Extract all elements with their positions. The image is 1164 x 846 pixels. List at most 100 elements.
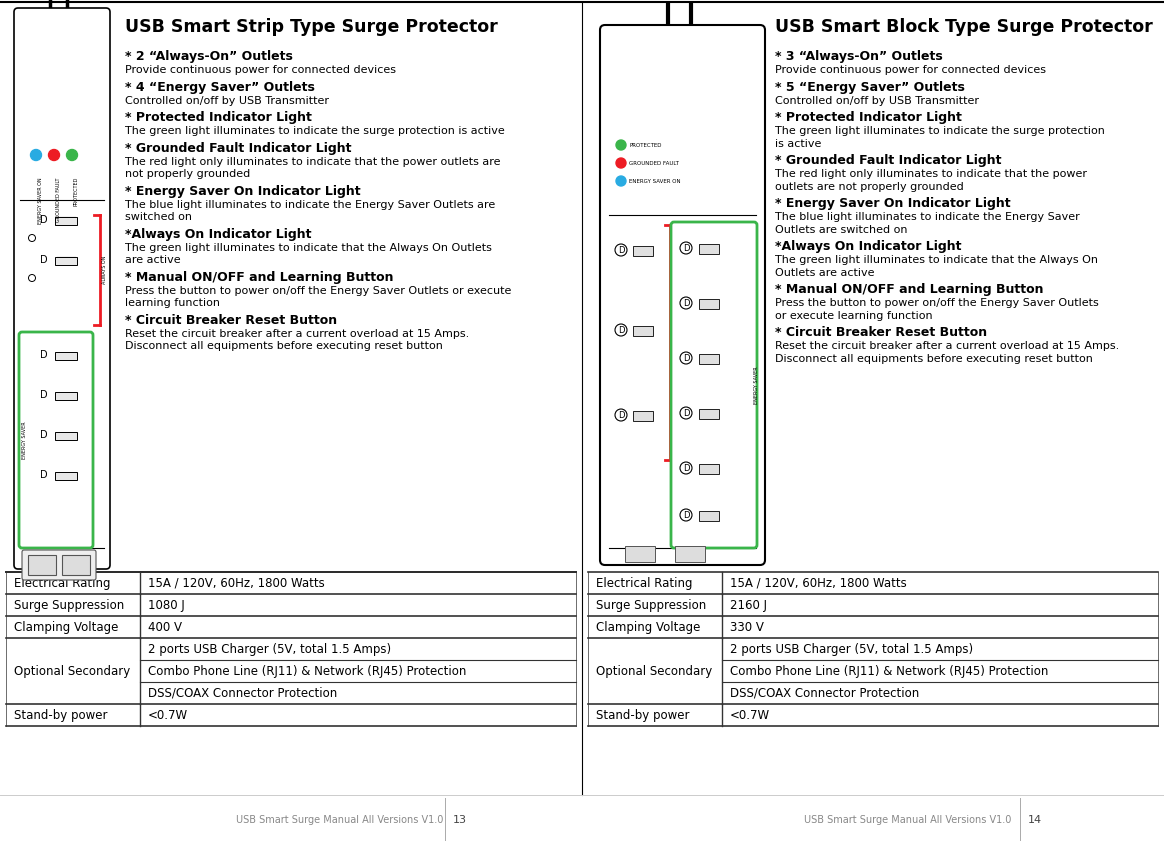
Text: * Energy Saver On Indicator Light: * Energy Saver On Indicator Light — [125, 184, 361, 197]
Text: Provide continuous power for connected devices: Provide continuous power for connected d… — [775, 65, 1046, 75]
Text: PROTECTED: PROTECTED — [73, 177, 78, 206]
Text: * 2 “Always-On” Outlets: * 2 “Always-On” Outlets — [125, 50, 293, 63]
Text: D: D — [41, 255, 48, 265]
Text: DSS/COAX Connector Protection: DSS/COAX Connector Protection — [730, 686, 920, 700]
Text: is active: is active — [775, 139, 822, 149]
Text: * Grounded Fault Indicator Light: * Grounded Fault Indicator Light — [775, 154, 1001, 167]
Text: D: D — [683, 409, 689, 417]
Text: 15A / 120V, 60Hz, 1800 Watts: 15A / 120V, 60Hz, 1800 Watts — [148, 576, 325, 590]
Text: not properly grounded: not properly grounded — [125, 169, 250, 179]
Text: GROUNDED FAULT: GROUNDED FAULT — [56, 177, 61, 222]
Text: The blue light illuminates to indicate the Energy Saver Outlets are: The blue light illuminates to indicate t… — [125, 200, 495, 210]
Bar — [625, 546, 655, 562]
Text: D: D — [41, 430, 48, 440]
Text: Provide continuous power for connected devices: Provide continuous power for connected d… — [125, 65, 396, 75]
Text: * Protected Indicator Light: * Protected Indicator Light — [125, 111, 312, 124]
Text: USB Smart Strip Type Surge Protector: USB Smart Strip Type Surge Protector — [125, 18, 498, 36]
Text: *Always On Indicator Light: *Always On Indicator Light — [775, 240, 961, 253]
Bar — [55, 217, 77, 225]
Text: D: D — [618, 326, 624, 334]
FancyBboxPatch shape — [599, 25, 765, 565]
Text: 2 ports USB Charger (5V, total 1.5 Amps): 2 ports USB Charger (5V, total 1.5 Amps) — [730, 642, 973, 656]
Text: The green light illuminates to indicate the surge protection is active: The green light illuminates to indicate … — [125, 126, 505, 136]
Text: * Grounded Fault Indicator Light: * Grounded Fault Indicator Light — [125, 141, 352, 155]
Bar — [55, 432, 77, 440]
Bar — [633, 411, 653, 421]
Text: Surge Suppression: Surge Suppression — [596, 598, 707, 612]
Text: outlets are not properly grounded: outlets are not properly grounded — [775, 182, 964, 191]
Text: ALWAYS ON: ALWAYS ON — [101, 255, 106, 284]
Text: <0.7W: <0.7W — [148, 708, 189, 722]
Text: ENERGY SAVER ON: ENERGY SAVER ON — [629, 179, 681, 184]
Text: Disconnect all equipments before executing reset button: Disconnect all equipments before executi… — [125, 341, 442, 351]
Bar — [700, 299, 719, 309]
Text: D: D — [683, 299, 689, 307]
Text: ENERGY SAVER: ENERGY SAVER — [21, 421, 27, 459]
Bar — [633, 246, 653, 256]
Text: *Always On Indicator Light: *Always On Indicator Light — [125, 228, 312, 240]
Circle shape — [616, 176, 626, 186]
FancyBboxPatch shape — [19, 332, 93, 548]
Text: learning function: learning function — [125, 298, 220, 308]
Text: The green light illuminates to indicate the surge protection: The green light illuminates to indicate … — [775, 126, 1105, 136]
Text: USB Smart Surge Manual All Versions V1.0: USB Smart Surge Manual All Versions V1.0 — [236, 815, 443, 825]
Text: * Circuit Breaker Reset Button: * Circuit Breaker Reset Button — [775, 326, 987, 339]
Bar — [55, 257, 77, 265]
Text: USB CHARGER: USB CHARGER — [41, 554, 73, 558]
Bar — [700, 409, 719, 419]
Text: Reset the circuit breaker after a current overload at 15 Amps.: Reset the circuit breaker after a curren… — [775, 341, 1120, 351]
Text: ALWAYS ON: ALWAYS ON — [673, 328, 677, 357]
Bar — [675, 546, 705, 562]
Text: Electrical Rating: Electrical Rating — [14, 576, 111, 590]
Text: The red light only illuminates to indicate that the power outlets are: The red light only illuminates to indica… — [125, 157, 501, 167]
Bar — [700, 244, 719, 254]
Text: Outlets are switched on: Outlets are switched on — [775, 224, 908, 234]
Text: * 5 “Energy Saver” Outlets: * 5 “Energy Saver” Outlets — [775, 80, 965, 94]
Text: Reset the circuit breaker after a current overload at 15 Amps.: Reset the circuit breaker after a curren… — [125, 328, 469, 338]
Circle shape — [30, 150, 42, 161]
Text: Surge Suppression: Surge Suppression — [14, 598, 125, 612]
Text: Optional Secondary: Optional Secondary — [14, 664, 130, 678]
Bar — [62, 555, 90, 575]
Text: <0.7W: <0.7W — [730, 708, 771, 722]
Text: or execute learning function: or execute learning function — [775, 310, 932, 321]
Text: 400 V: 400 V — [148, 620, 182, 634]
Text: The blue light illuminates to indicate the Energy Saver: The blue light illuminates to indicate t… — [775, 212, 1080, 222]
Text: Controlled on/off by USB Transmitter: Controlled on/off by USB Transmitter — [775, 96, 979, 106]
Text: D: D — [683, 244, 689, 252]
Bar — [55, 472, 77, 480]
Text: ENERGY SAVER ON: ENERGY SAVER ON — [37, 177, 43, 223]
Text: Optional Secondary: Optional Secondary — [596, 664, 712, 678]
Text: Clamping Voltage: Clamping Voltage — [596, 620, 701, 634]
Text: D: D — [683, 354, 689, 362]
Bar — [633, 326, 653, 336]
Text: GROUNDED FAULT: GROUNDED FAULT — [629, 161, 679, 166]
Text: Electrical Rating: Electrical Rating — [596, 576, 693, 590]
Text: Stand-by power: Stand-by power — [14, 708, 107, 722]
Text: Clamping Voltage: Clamping Voltage — [14, 620, 119, 634]
Text: The green light illuminates to indicate that the Always On: The green light illuminates to indicate … — [775, 255, 1098, 265]
Text: * Protected Indicator Light: * Protected Indicator Light — [775, 111, 961, 124]
Bar — [55, 392, 77, 400]
Text: switched on: switched on — [125, 212, 192, 222]
Text: * Manual ON/OFF and Learning Button: * Manual ON/OFF and Learning Button — [775, 283, 1043, 296]
Text: The green light illuminates to indicate that the Always On Outlets: The green light illuminates to indicate … — [125, 243, 492, 252]
Text: DSS/COAX Connector Protection: DSS/COAX Connector Protection — [148, 686, 338, 700]
Circle shape — [66, 150, 78, 161]
Text: Stand-by power: Stand-by power — [596, 708, 689, 722]
Text: Disconnect all equipments before executing reset button: Disconnect all equipments before executi… — [775, 354, 1093, 364]
Text: Press the button to power on/off the Energy Saver Outlets: Press the button to power on/off the Ene… — [775, 298, 1099, 308]
Text: 14: 14 — [1028, 815, 1042, 825]
Text: PROTECTED: PROTECTED — [629, 142, 661, 147]
Text: The red light only illuminates to indicate that the power: The red light only illuminates to indica… — [775, 169, 1087, 179]
Text: USB Smart Block Type Surge Protector: USB Smart Block Type Surge Protector — [775, 18, 1152, 36]
Text: D: D — [618, 410, 624, 420]
Text: Press the button to power on/off the Energy Saver Outlets or execute: Press the button to power on/off the Ene… — [125, 285, 511, 295]
Text: 15A / 120V, 60Hz, 1800 Watts: 15A / 120V, 60Hz, 1800 Watts — [730, 576, 907, 590]
Text: * Manual ON/OFF and Learning Button: * Manual ON/OFF and Learning Button — [125, 271, 393, 283]
Bar — [700, 464, 719, 474]
Text: D: D — [618, 245, 624, 255]
Bar — [55, 352, 77, 360]
Text: * 3 “Always-On” Outlets: * 3 “Always-On” Outlets — [775, 50, 943, 63]
Text: Outlets are active: Outlets are active — [775, 267, 874, 277]
